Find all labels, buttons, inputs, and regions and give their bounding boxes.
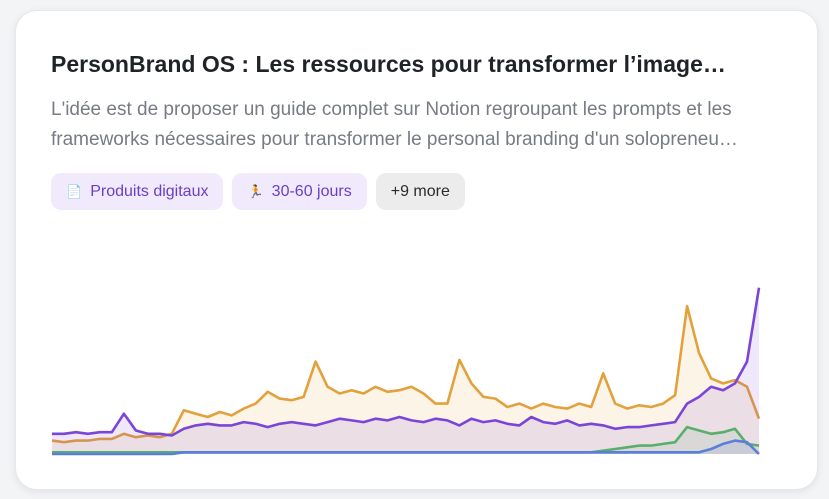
line bbox=[52, 287, 761, 437]
description-line: L'idée est de proposer un guide complet … bbox=[51, 99, 732, 120]
card-description: L'idée est de proposer un guide complet … bbox=[51, 95, 738, 155]
tag-label: +9 more bbox=[390, 182, 450, 200]
card-title: PersonBrand OS : Les ressources pour tra… bbox=[51, 51, 726, 77]
more-tags[interactable]: +9 more bbox=[375, 173, 465, 210]
description-line: frameworks nécessaires pour transformer … bbox=[51, 129, 738, 150]
tag-list: 📄 Produits digitaux 🏃 30-60 jours +9 more bbox=[51, 173, 465, 210]
tag-icon: 📄 bbox=[66, 183, 83, 199]
tag[interactable]: 📄 Produits digitaux bbox=[51, 173, 224, 210]
area bbox=[52, 306, 759, 454]
line bbox=[52, 439, 760, 456]
tag-label: Produits digitaux bbox=[90, 182, 209, 200]
area bbox=[52, 287, 759, 454]
card[interactable]: PersonBrand OS : Les ressources pour tra… bbox=[15, 10, 818, 490]
tag[interactable]: 🏃 30-60 jours bbox=[232, 173, 367, 210]
tag-icon: 🏃 bbox=[247, 183, 264, 199]
tag-label: 30-60 jours bbox=[271, 182, 352, 200]
trend-chart bbox=[51, 287, 761, 456]
